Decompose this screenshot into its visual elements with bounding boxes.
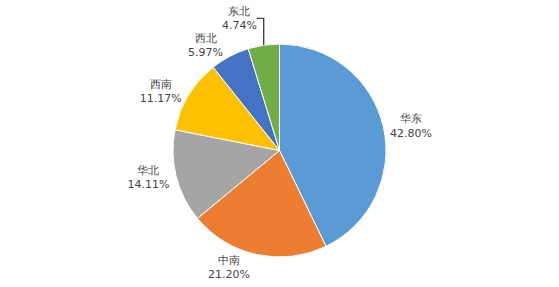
- svg-text:华东42.80%: 华东42.80%: [390, 112, 432, 139]
- svg-text:中南21.20%: 中南21.20%: [208, 254, 250, 281]
- svg-text:西南11.17%: 西南11.17%: [140, 78, 182, 105]
- svg-text:华北14.11%: 华北14.11%: [127, 164, 169, 191]
- svg-text:东北4.74%: 东北4.74%: [222, 5, 257, 32]
- svg-text:西北5.97%: 西北5.97%: [188, 32, 223, 59]
